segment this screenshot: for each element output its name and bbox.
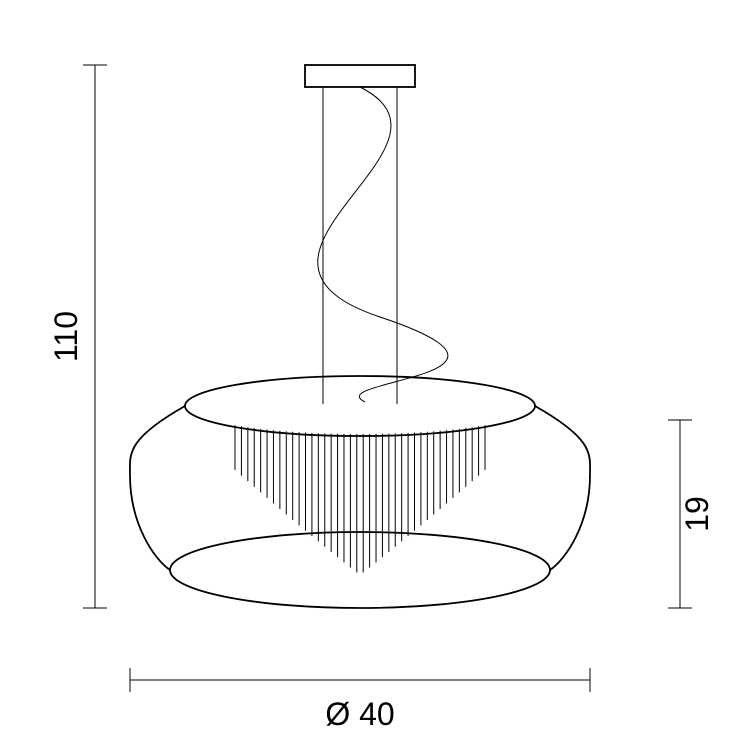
dim-label-height: 110 — [48, 311, 84, 362]
shade-bottom-rim — [170, 532, 550, 608]
dim-label-diameter: Ø 40 — [325, 696, 394, 732]
power-cord — [318, 87, 448, 402]
fringe — [235, 425, 485, 572]
canopy — [305, 65, 415, 87]
dim-label-shade-height: 19 — [679, 496, 715, 532]
shade-top-rim — [185, 376, 535, 436]
lamp-technical-drawing: 110 19 Ø 40 — [0, 0, 750, 750]
shade-profile — [130, 406, 590, 570]
